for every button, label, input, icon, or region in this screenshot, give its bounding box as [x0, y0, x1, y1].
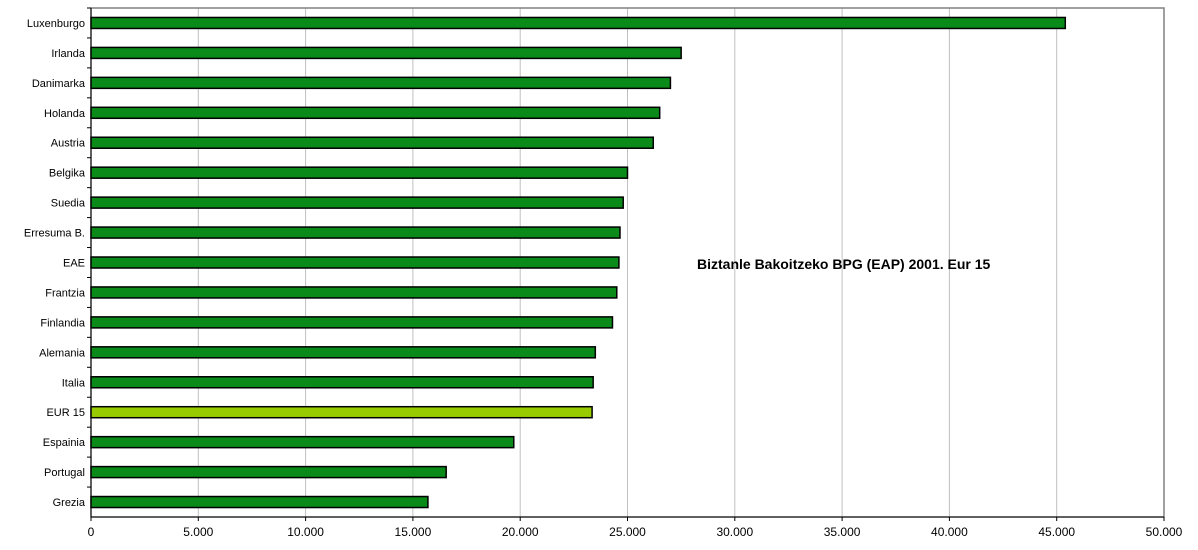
category-label: Suedia	[51, 198, 86, 210]
grid-lines	[197, 8, 1058, 517]
category-label: Portugal	[44, 467, 85, 479]
category-label: EAE	[63, 258, 85, 270]
bar	[90, 376, 594, 389]
bar	[90, 166, 629, 179]
x-tick-label: 45.000	[1038, 525, 1075, 539]
x-tick-label: 5.000	[183, 525, 213, 539]
category-label: Belgika	[49, 168, 86, 180]
category-label: Holanda	[44, 108, 86, 120]
x-tick-label: 40.000	[931, 525, 968, 539]
x-tick-label: 15.000	[395, 525, 432, 539]
bar	[90, 346, 597, 359]
category-label: EUR 15	[46, 407, 85, 419]
bar	[90, 405, 593, 419]
bar	[90, 286, 618, 299]
category-label: Luxenburgo	[27, 18, 85, 30]
bar	[90, 196, 624, 209]
category-label: Alemania	[39, 347, 86, 359]
category-label: Danimarka	[32, 78, 86, 90]
bar	[90, 16, 1067, 30]
chart-title: Biztanle Bakoitzeko BPG (EAP) 2001. Eur …	[697, 256, 991, 272]
bar	[90, 435, 515, 449]
bar	[90, 256, 620, 269]
category-label: Finlandia	[40, 317, 86, 329]
x-tick-label: 10.000	[287, 525, 324, 539]
x-tick-label: 35.000	[824, 525, 861, 539]
bar	[90, 316, 614, 329]
bar	[90, 465, 447, 479]
category-label: Erresuma B.	[24, 228, 85, 240]
x-tick-label: 0	[88, 525, 95, 539]
x-tick-label: 20.000	[502, 525, 539, 539]
category-label: Irlanda	[51, 48, 86, 60]
category-label: Frantzia	[45, 287, 86, 299]
bar	[90, 76, 672, 90]
bar	[90, 136, 655, 149]
bar	[90, 46, 682, 60]
category-label: Espainia	[43, 437, 86, 449]
bar	[90, 495, 429, 509]
category-label: Italia	[62, 377, 86, 389]
x-tick-label: 30.000	[716, 525, 753, 539]
x-axis: 0 5.000 10.000 15.000 20.000 25.000 30.000 35.0…	[88, 8, 1183, 539]
category-labels: Luxenburgo Irlanda Danimarka Holanda Austria…	[24, 7, 91, 509]
category-label: Grezia	[53, 497, 86, 509]
bar	[90, 106, 661, 120]
bar	[90, 226, 621, 239]
x-tick-label: 50.000	[1146, 525, 1183, 539]
category-label: Austria	[51, 138, 86, 150]
x-tick-label: 25.000	[609, 525, 646, 539]
